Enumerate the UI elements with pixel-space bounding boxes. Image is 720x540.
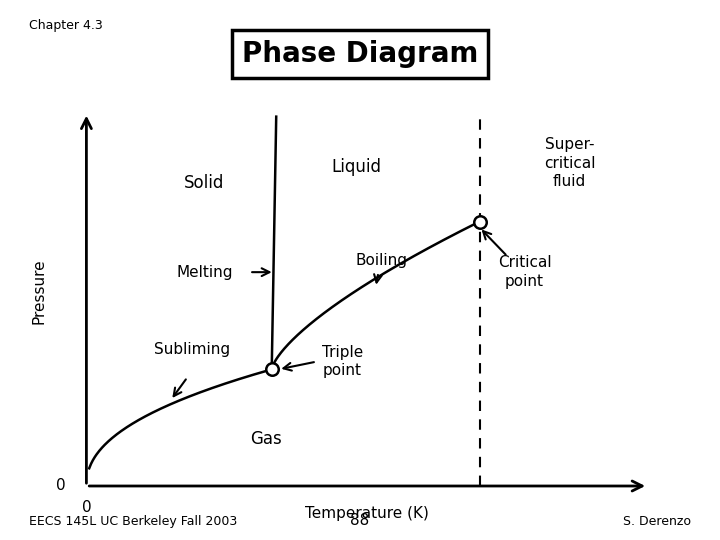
Text: Solid: Solid: [184, 174, 225, 192]
Text: Critical
point: Critical point: [498, 255, 552, 289]
Text: S. Derenzo: S. Derenzo: [624, 515, 691, 528]
Text: Super-
critical
fluid: Super- critical fluid: [544, 137, 595, 190]
Text: Subliming: Subliming: [154, 342, 230, 357]
Text: 0: 0: [56, 478, 66, 494]
Text: 0: 0: [81, 500, 91, 515]
Text: Boiling: Boiling: [356, 253, 408, 268]
Text: Pressure: Pressure: [31, 259, 46, 325]
Text: Phase Diagram: Phase Diagram: [242, 40, 478, 68]
Text: Liquid: Liquid: [331, 158, 381, 176]
Text: 88: 88: [351, 513, 369, 528]
Text: Chapter 4.3: Chapter 4.3: [29, 19, 102, 32]
Text: Temperature (K): Temperature (K): [305, 506, 429, 521]
Text: Triple
point: Triple point: [323, 345, 364, 379]
Text: EECS 145L UC Berkeley Fall 2003: EECS 145L UC Berkeley Fall 2003: [29, 515, 237, 528]
Text: Gas: Gas: [251, 430, 282, 448]
Text: Melting: Melting: [176, 265, 233, 280]
